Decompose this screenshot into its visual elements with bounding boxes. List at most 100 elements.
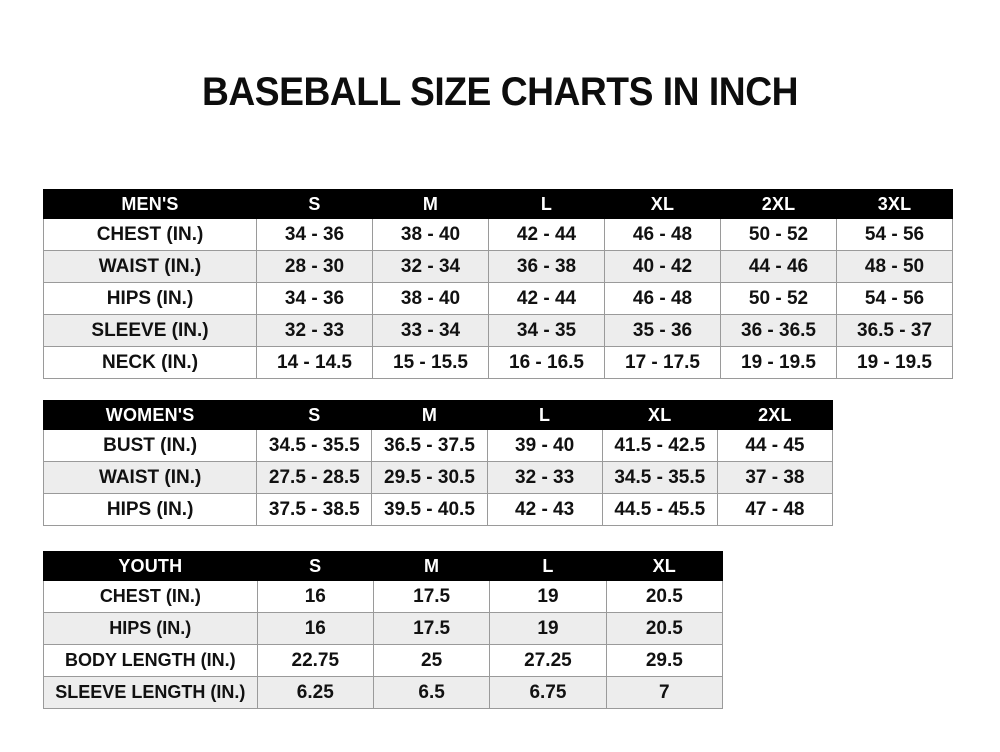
youth-row-label: BODY LENGTH (IN.) <box>43 644 258 677</box>
youth-cell: 20.5 <box>605 580 724 613</box>
youth-header-row: YOUTH S M L XL <box>43 551 724 581</box>
womens-cell: 41.5 - 42.5 <box>601 429 718 462</box>
mens-cell: 14 - 14.5 <box>256 346 373 379</box>
mens-row-label: NECK (IN.) <box>43 346 257 379</box>
table-row: NECK (IN.) 14 - 14.5 15 - 15.5 16 - 16.5 17 … <box>43 346 953 379</box>
mens-table-body: CHEST (IN.) 34 - 36 38 - 40 42 - 44 46 - 48 5… <box>43 218 953 379</box>
mens-cell: 54 - 56 <box>836 282 953 315</box>
youth-cell: 22.75 <box>256 644 374 677</box>
mens-cell: 50 - 52 <box>720 282 837 315</box>
youth-cell: 6.75 <box>489 676 607 709</box>
mens-row-label: CHEST (IN.) <box>43 218 257 251</box>
womens-cell: 27.5 - 28.5 <box>256 461 373 494</box>
youth-row-label: CHEST (IN.) <box>43 580 258 613</box>
mens-cell: 35 - 36 <box>604 314 721 347</box>
mens-cell: 42 - 44 <box>488 282 605 315</box>
mens-cell: 16 - 16.5 <box>488 346 605 379</box>
mens-row-label: HIPS (IN.) <box>43 282 257 315</box>
table-row: BUST (IN.) 34.5 - 35.5 36.5 - 37.5 39 - 40 4… <box>42 429 834 462</box>
youth-cell: 6.5 <box>372 676 491 709</box>
youth-header-size-m: M <box>372 551 491 581</box>
table-row: HIPS (IN.) 34 - 36 38 - 40 42 - 44 46 - 48 50… <box>43 282 953 315</box>
womens-cell: 29.5 - 30.5 <box>371 461 488 494</box>
table-row: WAIST (IN.) 27.5 - 28.5 29.5 - 30.5 32 - 33… <box>42 461 834 494</box>
mens-cell: 17 - 17.5 <box>604 346 721 379</box>
table-row: SLEEVE (IN.) 32 - 33 33 - 34 34 - 35 35 - 36… <box>43 314 953 347</box>
page-title: BASEBALL SIZE CHARTS IN INCH <box>202 70 798 114</box>
mens-cell: 38 - 40 <box>372 218 489 251</box>
womens-header-size-xl: XL <box>601 400 718 430</box>
mens-header-size-m: M <box>372 189 489 219</box>
table-row: WAIST (IN.) 28 - 30 32 - 34 36 - 38 40 - 42 4… <box>43 250 953 283</box>
youth-cell: 16 <box>256 580 374 613</box>
youth-header-size-s: S <box>256 551 374 581</box>
youth-cell: 6.25 <box>256 676 374 709</box>
womens-size-table: WOMEN'S S M L XL 2XL BUST (IN.) 34.5 - 35.5 36.… <box>42 400 834 526</box>
mens-cell: 34 - 36 <box>256 218 373 251</box>
youth-cell: 17.5 <box>372 580 491 613</box>
mens-row-label: WAIST (IN.) <box>43 250 257 283</box>
womens-header-title: WOMEN'S <box>42 400 258 430</box>
mens-header-size-s: S <box>256 189 373 219</box>
womens-cell: 34.5 - 35.5 <box>601 461 718 494</box>
womens-cell: 47 - 48 <box>716 493 834 526</box>
mens-cell: 32 - 34 <box>372 250 489 283</box>
table-row: CHEST (IN.) 34 - 36 38 - 40 42 - 44 46 - 48 5… <box>43 218 953 251</box>
womens-cell: 36.5 - 37.5 <box>371 429 488 462</box>
mens-header-title: MEN'S <box>43 189 257 219</box>
womens-row-label: WAIST (IN.) <box>42 461 258 494</box>
womens-cell: 37 - 38 <box>716 461 834 494</box>
table-row: HIPS (IN.) 37.5 - 38.5 39.5 - 40.5 42 - 43 4… <box>42 493 834 526</box>
womens-cell: 32 - 33 <box>486 461 603 494</box>
youth-table-body: CHEST (IN.) 16 17.5 19 20.5 HIPS (IN.) 16 17.5 1… <box>43 580 724 709</box>
youth-size-table: YOUTH S M L XL CHEST (IN.) 16 17.5 19 20.5 HIPS (… <box>43 551 724 709</box>
mens-cell: 36 - 38 <box>488 250 605 283</box>
womens-cell: 44 - 45 <box>716 429 834 462</box>
mens-size-table: MEN'S S M L XL 2XL 3XL CHEST (IN.) 34 - 36 38 - … <box>43 189 953 379</box>
mens-cell: 40 - 42 <box>604 250 721 283</box>
womens-header-row: WOMEN'S S M L XL 2XL <box>42 400 834 430</box>
mens-header-size-2xl: 2XL <box>720 189 837 219</box>
mens-cell: 36.5 - 37 <box>836 314 953 347</box>
mens-header-size-3xl: 3XL <box>836 189 953 219</box>
womens-cell: 37.5 - 38.5 <box>256 493 373 526</box>
mens-cell: 42 - 44 <box>488 218 605 251</box>
youth-header-title: YOUTH <box>43 551 258 581</box>
womens-cell: 34.5 - 35.5 <box>256 429 373 462</box>
youth-header-size-xl: XL <box>605 551 724 581</box>
womens-header-size-s: S <box>256 400 373 430</box>
womens-cell: 44.5 - 45.5 <box>601 493 718 526</box>
mens-cell: 19 - 19.5 <box>836 346 953 379</box>
mens-cell: 28 - 30 <box>256 250 373 283</box>
womens-cell: 42 - 43 <box>486 493 603 526</box>
youth-cell: 20.5 <box>605 612 724 645</box>
womens-header-size-l: L <box>486 400 603 430</box>
mens-table-head: MEN'S S M L XL 2XL 3XL <box>43 189 953 219</box>
youth-cell: 27.25 <box>489 644 607 677</box>
womens-row-label: HIPS (IN.) <box>42 493 258 526</box>
mens-cell: 38 - 40 <box>372 282 489 315</box>
youth-row-label: HIPS (IN.) <box>43 612 258 645</box>
mens-header-row: MEN'S S M L XL 2XL 3XL <box>43 189 953 219</box>
mens-row-label: SLEEVE (IN.) <box>43 314 257 347</box>
youth-cell: 19 <box>489 612 607 645</box>
table-row: BODY LENGTH (IN.) 22.75 25 27.25 29.5 <box>43 644 724 677</box>
womens-header-size-2xl: 2XL <box>716 400 834 430</box>
mens-cell: 32 - 33 <box>256 314 373 347</box>
mens-cell: 46 - 48 <box>604 218 721 251</box>
mens-cell: 48 - 50 <box>836 250 953 283</box>
womens-table-body: BUST (IN.) 34.5 - 35.5 36.5 - 37.5 39 - 40 4… <box>42 429 834 526</box>
table-row: HIPS (IN.) 16 17.5 19 20.5 <box>43 612 724 645</box>
youth-cell: 25 <box>372 644 491 677</box>
mens-cell: 15 - 15.5 <box>372 346 489 379</box>
mens-header-size-l: L <box>488 189 605 219</box>
womens-table-head: WOMEN'S S M L XL 2XL <box>42 400 834 430</box>
mens-cell: 34 - 35 <box>488 314 605 347</box>
youth-cell: 7 <box>605 676 724 709</box>
youth-cell: 17.5 <box>372 612 491 645</box>
youth-header-size-l: L <box>489 551 607 581</box>
mens-cell: 44 - 46 <box>720 250 837 283</box>
mens-cell: 34 - 36 <box>256 282 373 315</box>
womens-cell: 39.5 - 40.5 <box>371 493 488 526</box>
youth-row-label: SLEEVE LENGTH (IN.) <box>43 676 258 709</box>
